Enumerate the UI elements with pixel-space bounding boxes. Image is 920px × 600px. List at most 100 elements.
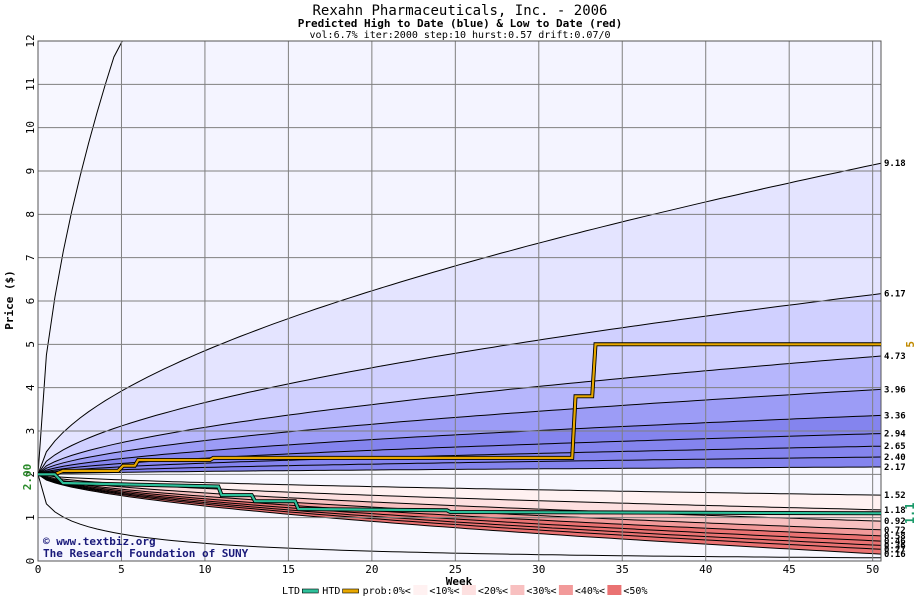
- high-curve-label: 2.65: [884, 442, 906, 452]
- start-price-label: 2.00: [21, 464, 34, 491]
- htd-current-label: 5: [904, 341, 917, 348]
- low-curve-label: 1.18: [884, 506, 906, 516]
- low-probability-band: [38, 474, 881, 542]
- low-quantile-curve: [37, 473, 882, 546]
- low-curve-label: 0.92: [884, 517, 906, 527]
- low-probability-band: [38, 474, 881, 530]
- low-quantile-curve: [37, 473, 882, 537]
- high-probability-band: [38, 415, 881, 475]
- low-curve-label: 0.27: [884, 545, 906, 555]
- x-tick-label: 45: [783, 563, 796, 576]
- high-curve-label: 3.36: [884, 411, 906, 421]
- y-tick-label: 9: [24, 168, 37, 175]
- ltd-line: [38, 473, 882, 515]
- low-curve-label: 0.16: [884, 550, 906, 560]
- x-axis-label: Week: [446, 575, 473, 588]
- legend-label: LTD: [282, 586, 300, 597]
- high-quantile-curve: [37, 355, 882, 475]
- ltd-current-label: 1.1: [903, 502, 917, 524]
- plot-frame: [37, 40, 882, 562]
- legend-color-swatch: [510, 585, 525, 595]
- y-tick-label: 5: [24, 341, 37, 348]
- y-tick-label: 12: [24, 34, 37, 47]
- low-quantile-curve: [37, 473, 882, 550]
- x-tick-label: 30: [532, 563, 545, 576]
- chart-params: vol:6.7% iter:2000 step:10 hurst:0.57 dr…: [309, 30, 610, 41]
- legend-color-swatch: [558, 585, 573, 595]
- low-probability-band: [38, 474, 881, 522]
- legend-label: <30%<: [526, 586, 556, 597]
- x-tick-label: 0: [35, 563, 42, 576]
- y-tick-label: 7: [24, 254, 37, 261]
- legend-label: <40%<: [575, 586, 605, 597]
- y-tick-label: 0: [24, 558, 37, 565]
- high-curve-label: 6.17: [884, 290, 906, 300]
- htd-line: [38, 343, 881, 476]
- x-tick-label: 50: [866, 563, 879, 576]
- legend-label: <10%<: [429, 586, 459, 597]
- high-curve-label: 2.40: [884, 453, 906, 463]
- y-tick-label: 11: [24, 78, 37, 91]
- legend-color-swatch: [607, 585, 622, 595]
- low-quantile-curve: [37, 473, 882, 542]
- low-probability-band: [38, 474, 881, 510]
- legend-label: <20%<: [478, 586, 508, 597]
- high-quantile-curve: [37, 162, 882, 475]
- high-quantile-curve: [37, 414, 882, 475]
- y-tick-label: 4: [24, 384, 37, 391]
- legend-label: prob:0%<: [363, 586, 411, 597]
- high-curve-label: 3.96: [884, 385, 906, 395]
- price-series: [38, 342, 882, 516]
- low-probability-band: [38, 474, 881, 555]
- legend-line-swatch: [342, 588, 359, 594]
- x-tick-label: 25: [449, 563, 462, 576]
- grid: [37, 40, 882, 562]
- watermark-line-2: The Research Foundation of SUNY: [43, 547, 249, 560]
- legend-color-swatch: [461, 585, 476, 595]
- low-probability-band: [38, 474, 881, 536]
- y-tick-label: 6: [24, 298, 37, 305]
- legend-color-swatch: [413, 585, 428, 595]
- high-probability-band: [38, 389, 881, 475]
- y-axis-label: Price ($): [3, 270, 16, 330]
- watermark-line-1: © www.textbiz.org: [43, 535, 156, 548]
- high-curve-label: 4.73: [884, 352, 906, 362]
- low-curve-label: 0.46: [884, 537, 906, 547]
- high-quantile-curve: [37, 445, 882, 475]
- low-curve-label: 0.72: [884, 526, 906, 536]
- high-probability-band: [38, 356, 881, 475]
- axes: 0 5 10 15 20 25 30 35 40 45 5001234567891011129.18…: [24, 34, 906, 576]
- x-tick-label: 15: [282, 563, 295, 576]
- low-extreme-curve: [37, 474, 881, 559]
- high-curve-label: 9.18: [884, 159, 906, 169]
- high-quantile-curve: [37, 388, 882, 475]
- high-probability-band: [38, 446, 881, 475]
- low-quantile-curve: [37, 473, 882, 496]
- chart-subtitle: Predicted High to Date (blue) & Low to D…: [298, 17, 623, 30]
- low-curve-label: 1.52: [884, 491, 906, 501]
- x-tick-label: 20: [365, 563, 378, 576]
- x-tick-label: 35: [616, 563, 629, 576]
- high-probability-band: [38, 163, 881, 475]
- legend: LTD HTD prob:0%< <10%< <20%< <30%< <40%< <50%: [282, 585, 647, 597]
- y-tick-label: 3: [24, 428, 37, 435]
- high-quantile-curve: [37, 456, 882, 475]
- chart-title: Rexahn Pharmaceuticals, Inc. - 2006: [312, 3, 607, 19]
- y-tick-label: 2: [24, 471, 37, 478]
- legend-label: HTD: [322, 586, 340, 597]
- high-probability-band: [38, 457, 881, 475]
- low-curve-label: 0.58: [884, 532, 906, 542]
- high-curve-label: 2.94: [884, 430, 906, 440]
- high-probability-band: [38, 433, 881, 475]
- legend-label: <50%: [623, 586, 647, 597]
- low-curve-label: 0.36: [884, 541, 906, 551]
- high-quantile-curve: [37, 466, 881, 475]
- low-probability-band: [38, 474, 881, 546]
- low-quantile-curve: [37, 473, 882, 555]
- high-curve-label: 2.17: [884, 463, 906, 473]
- high-quantile-curve: [37, 293, 882, 475]
- y-tick-label: 10: [24, 121, 37, 134]
- high-probability-band: [38, 293, 881, 475]
- low-quantile-curve: [37, 473, 882, 522]
